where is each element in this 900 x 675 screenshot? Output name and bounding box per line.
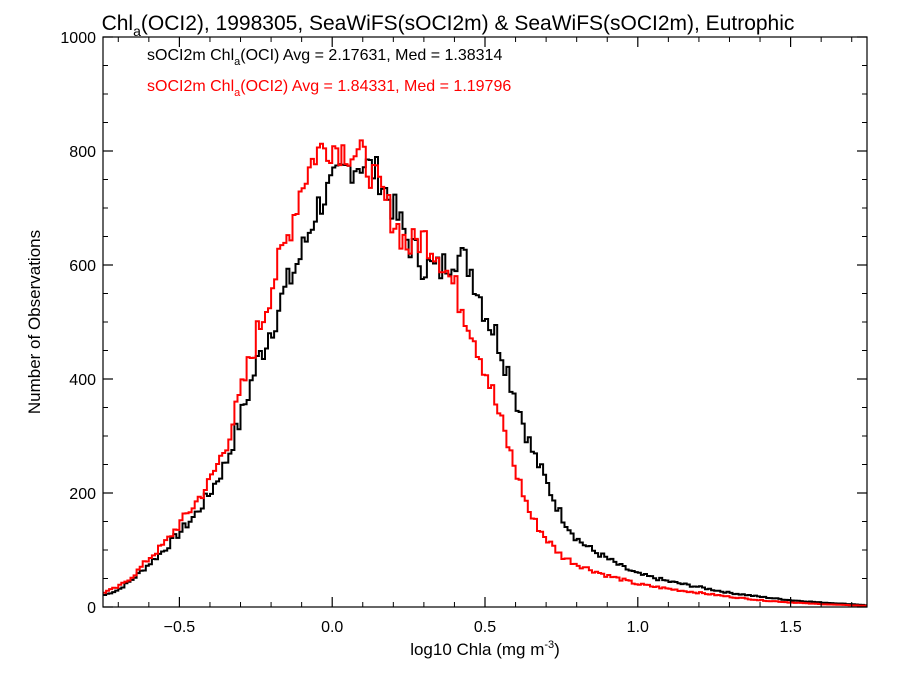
title-subscript: a bbox=[133, 23, 141, 39]
y-tick-label: 0 bbox=[87, 600, 96, 617]
x-tick-label: 0.5 bbox=[474, 619, 496, 636]
legend-red-prefix: sOCI2m Chl bbox=[147, 78, 234, 95]
x-label-superscript: -3 bbox=[544, 639, 554, 651]
title-suffix: (OCI2), 1998305, SeaWiFS(sOCI2m) & SeaWi… bbox=[141, 12, 795, 35]
x-label-suffix: ) bbox=[554, 640, 560, 659]
y-tick-label: 400 bbox=[69, 372, 96, 389]
legend-red-suffix: (OCI2) Avg = 1.84331, Med = 1.19796 bbox=[240, 78, 511, 95]
x-label-prefix: log10 Chla (mg m bbox=[410, 640, 544, 659]
title-prefix: Chl bbox=[102, 12, 134, 35]
legend-red-subscript: a bbox=[234, 87, 241, 99]
x-axis-label: log10 Chla (mg m-3) bbox=[410, 639, 560, 659]
plot-frame bbox=[102, 36, 868, 608]
series-layer bbox=[103, 139, 867, 607]
series-black-line bbox=[103, 156, 867, 607]
x-tick-label: 1.0 bbox=[627, 619, 649, 636]
y-tick-label: 200 bbox=[69, 486, 96, 503]
legend-entry-black: sOCI2m Chla(OCI) Avg = 2.17631, Med = 1.… bbox=[147, 47, 502, 68]
series-red-line bbox=[103, 139, 867, 607]
x-tick-label: −0.5 bbox=[164, 619, 196, 636]
x-tick-label: 0.0 bbox=[321, 619, 343, 636]
chart-title: Chla(OCI2), 1998305, SeaWiFS(sOCI2m) & S… bbox=[102, 12, 795, 39]
x-tick-label: 1.5 bbox=[779, 619, 801, 636]
legend-black-suffix: (OCI) Avg = 2.17631, Med = 1.38314 bbox=[240, 47, 502, 64]
y-tick-label: 1000 bbox=[60, 30, 96, 47]
legend-black-subscript: a bbox=[234, 56, 241, 68]
y-tick-label: 800 bbox=[69, 144, 96, 161]
legend: sOCI2m Chla(OCI) Avg = 2.17631, Med = 1.… bbox=[147, 47, 511, 99]
y-axis-label: Number of Observations bbox=[25, 230, 44, 414]
legend-black-prefix: sOCI2m Chl bbox=[147, 47, 234, 64]
legend-entry-red: sOCI2m Chla(OCI2) Avg = 1.84331, Med = 1… bbox=[147, 78, 511, 99]
y-tick-label: 600 bbox=[69, 258, 96, 275]
axis-ticks: −0.5 0.0 0.5 1.0 1.5 0 200 400 600 800 1000 bbox=[60, 30, 867, 636]
